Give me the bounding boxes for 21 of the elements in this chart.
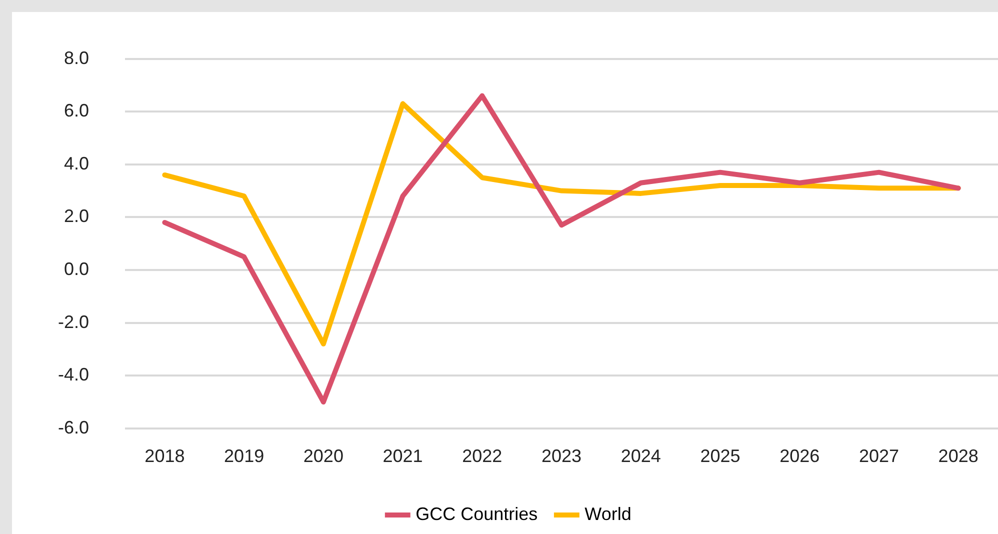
- x-tick-label: 2022: [462, 446, 502, 466]
- x-tick-label: 2023: [541, 446, 582, 466]
- y-tick-label: 0.0: [64, 258, 90, 279]
- x-tick-label: 2018: [144, 446, 185, 466]
- x-tick-label: 2024: [620, 446, 661, 466]
- x-tick-label: 2021: [382, 446, 423, 466]
- x-tick-label: 2027: [858, 446, 899, 466]
- x-tick-label: 2025: [700, 446, 740, 466]
- legend-label: World: [584, 504, 632, 524]
- x-tick-label: 2028: [938, 446, 978, 466]
- legend-label: GCC Countries: [416, 504, 538, 524]
- y-tick-label: 2.0: [64, 206, 90, 226]
- x-tick-label: 2026: [780, 446, 820, 466]
- y-tick-label: -2.0: [58, 312, 90, 332]
- y-tick-label: 4.0: [64, 153, 90, 174]
- x-tick-label: 2020: [303, 446, 344, 466]
- y-tick-label: 8.0: [64, 48, 90, 68]
- y-tick-label: -6.0: [58, 417, 90, 438]
- y-tick-label: 6.0: [64, 100, 90, 121]
- x-tick-label: 2019: [224, 446, 264, 466]
- y-tick-label: -4.0: [58, 364, 90, 385]
